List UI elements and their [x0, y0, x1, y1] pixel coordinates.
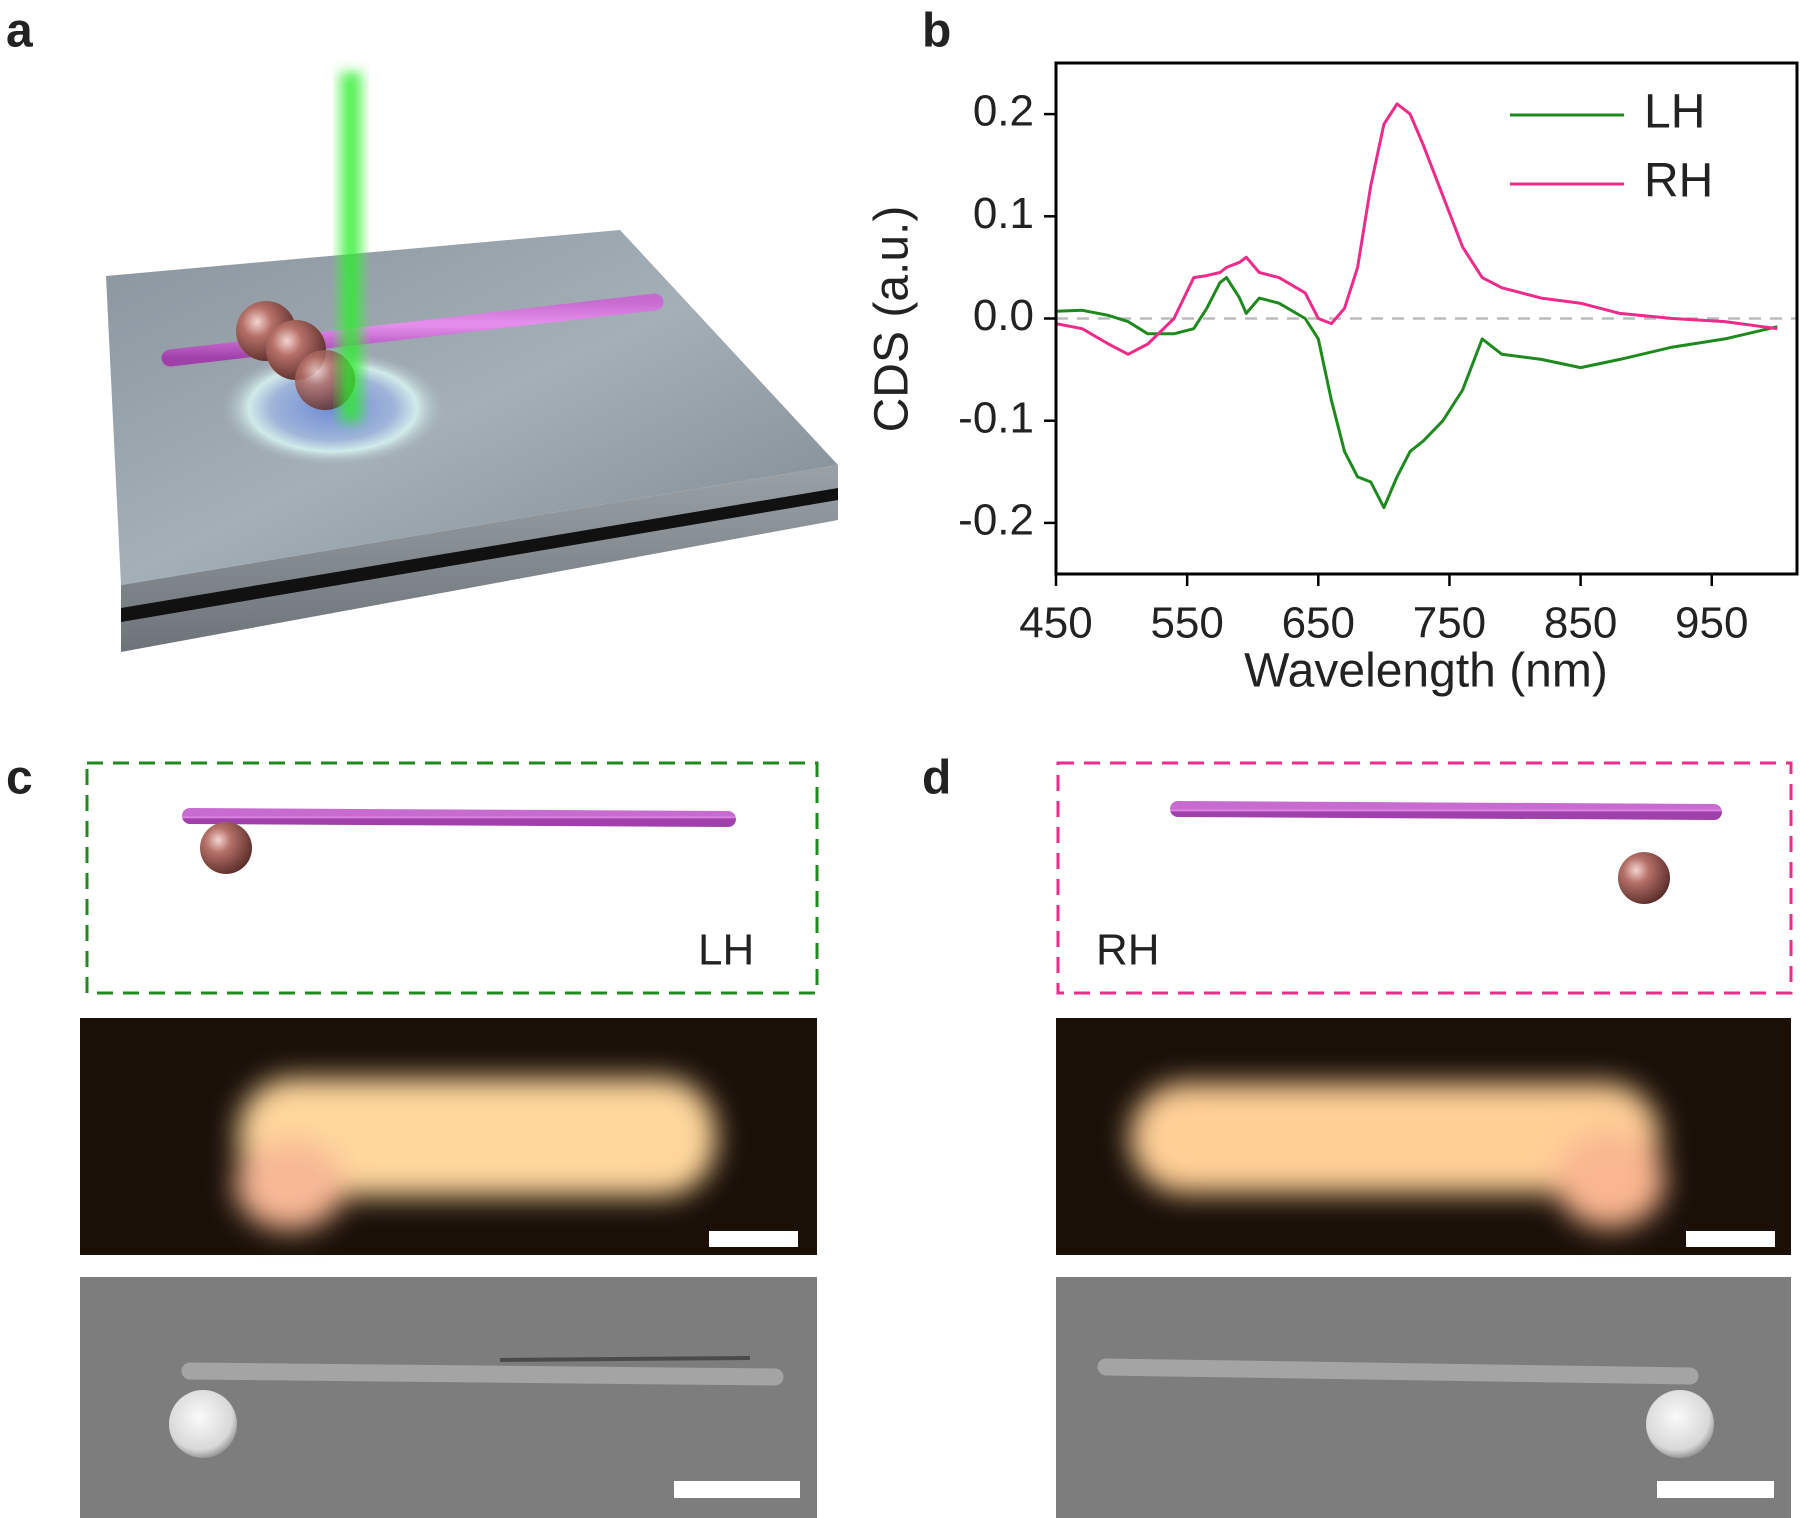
- legend-label: RH: [1644, 155, 1713, 208]
- y-tick-label: -0.1: [958, 393, 1034, 442]
- panel-d: RH: [1056, 761, 1793, 1518]
- x-tick-label: 650: [1282, 599, 1355, 648]
- y-tick-label: 0.2: [973, 87, 1034, 136]
- x-tick-label: 850: [1544, 599, 1617, 648]
- panel-label: d: [922, 752, 951, 805]
- panel-c: LH: [80, 761, 819, 1518]
- series-line: [1055, 276, 1778, 510]
- series-line: [1055, 102, 1778, 356]
- y-axis-title: CDS (a.u.): [866, 206, 919, 433]
- x-tick-label: 550: [1150, 599, 1223, 648]
- y-tick-label: -0.2: [958, 496, 1034, 545]
- panel-label: b: [922, 5, 951, 58]
- schematic: [106, 72, 838, 652]
- y-tick-label: 0.1: [973, 189, 1034, 238]
- panel-label: c: [6, 752, 33, 805]
- panel-label: a: [6, 5, 33, 58]
- legend-label: LH: [1644, 86, 1705, 139]
- handedness-label: RH: [1096, 926, 1160, 975]
- chart: CDS (a.u.) Wavelength (nm) 450 550 650 750 8…: [866, 61, 1799, 698]
- x-tick-label: 750: [1413, 599, 1486, 648]
- handedness-label: LH: [698, 926, 754, 975]
- x-tick-label: 950: [1675, 599, 1748, 648]
- y-tick-label: 0.0: [973, 291, 1034, 340]
- plot-frame: [1054, 61, 1799, 576]
- x-axis-title: Wavelength (nm): [1244, 645, 1608, 698]
- x-tick-label: 450: [1019, 599, 1092, 648]
